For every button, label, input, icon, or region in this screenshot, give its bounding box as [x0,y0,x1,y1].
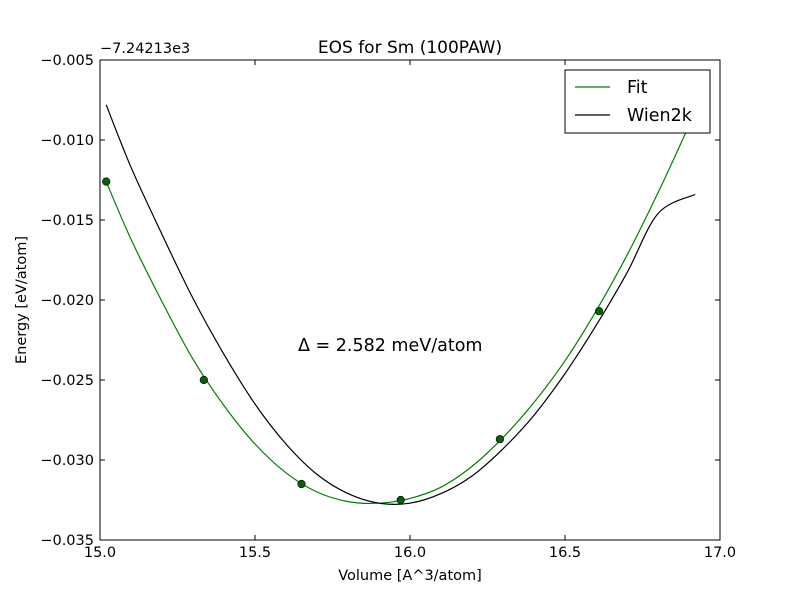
plot-area: 15.0 15.5 16.0 16.5 17.0 −0.035 −0.030 −0.025 −0… [40,53,736,561]
y-tick-label: −0.025 [40,373,94,389]
x-axis-label: Volume [A^3/atom] [338,568,482,584]
legend-fit-label: Fit [627,78,648,98]
y-axis-label: Energy [eV/atom] [14,236,30,364]
y-tick-label: −0.030 [40,453,94,469]
x-tick-label: 17.0 [704,545,736,561]
x-tick-label: 15.5 [239,545,271,561]
y-tick-label: −0.020 [40,293,94,309]
data-point-4 [396,495,405,505]
y-tick-label: −0.010 [40,133,94,149]
series-line-wien2k [105,104,696,505]
data-point-2 [199,375,208,385]
legend-wien2k-label: Wien2k [627,106,693,126]
y-offset-label: −7.24213e3 [100,41,190,57]
y-tick-label: −0.035 [40,533,94,549]
data-point-3 [297,479,306,489]
data-point-1 [102,177,111,186]
chart-title: EOS for Sm (100PAW) [318,38,502,58]
y-tick-label: −0.005 [40,53,94,69]
x-tick-label: 16.0 [394,545,426,561]
data-point-5 [495,435,505,444]
data-point-6 [594,307,604,316]
delta-annotation: Δ = 2.582 meV/atom [298,336,482,356]
plot-background [100,60,720,540]
legend-box [564,69,711,134]
x-tick-label: 16.5 [549,545,581,561]
legend: Fit Wien2k [564,69,711,134]
x-tick-label: 15.0 [84,545,116,561]
y-tick-label: −0.015 [40,213,94,229]
